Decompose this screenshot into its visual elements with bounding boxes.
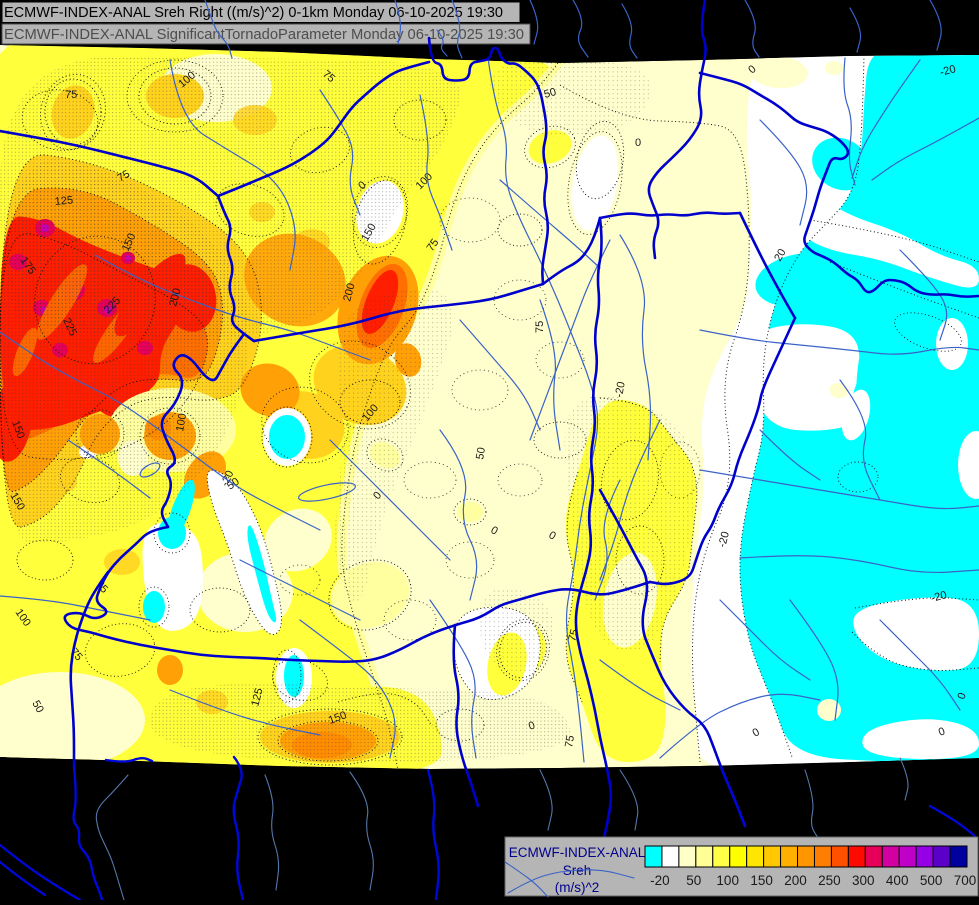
svg-text:125: 125	[54, 194, 73, 208]
svg-text:20: 20	[772, 247, 789, 264]
svg-text:0: 0	[527, 719, 537, 732]
svg-text:-20: -20	[716, 530, 732, 548]
svg-text:ECMWF-INDEX-ANAL Sreh Right ((: ECMWF-INDEX-ANAL Sreh Right ((m/s)^2) 0-…	[4, 4, 503, 21]
svg-text:50: 50	[29, 699, 46, 716]
svg-text:150: 150	[9, 419, 27, 440]
svg-text:75: 75	[425, 237, 442, 254]
svg-text:75: 75	[116, 168, 133, 185]
svg-text:50: 50	[686, 873, 701, 888]
svg-text:-20: -20	[930, 589, 948, 605]
svg-text:100: 100	[174, 412, 189, 432]
svg-text:300: 300	[852, 873, 875, 888]
svg-text:250: 250	[818, 873, 841, 888]
svg-text:75: 75	[65, 89, 77, 101]
svg-text:200: 200	[784, 873, 807, 888]
svg-text:50: 50	[474, 446, 488, 460]
svg-text:150: 150	[327, 709, 348, 727]
svg-text:ECMWF-INDEX-ANAL: ECMWF-INDEX-ANAL	[509, 845, 646, 860]
svg-text:0: 0	[635, 137, 641, 149]
svg-text:700: 700	[954, 873, 977, 888]
svg-text:200: 200	[341, 282, 357, 303]
svg-text:-20: -20	[650, 873, 670, 888]
svg-text:125: 125	[249, 687, 265, 708]
svg-text:500: 500	[920, 873, 943, 888]
svg-text:0: 0	[956, 691, 969, 701]
svg-text:-20: -20	[613, 381, 628, 399]
svg-text:50: 50	[543, 86, 558, 101]
svg-text:0: 0	[547, 529, 558, 542]
svg-text:75: 75	[563, 734, 577, 748]
svg-text:0: 0	[751, 726, 762, 739]
svg-text:0: 0	[937, 725, 947, 738]
svg-text:150: 150	[750, 873, 773, 888]
svg-text:75: 75	[534, 321, 546, 333]
svg-text:100: 100	[716, 873, 739, 888]
svg-text:-20: -20	[939, 63, 957, 79]
svg-text:400: 400	[886, 873, 909, 888]
svg-text:(m/s)^2: (m/s)^2	[555, 880, 600, 895]
svg-text:0: 0	[489, 524, 500, 537]
svg-text:ECMWF-INDEX-ANAL SignificantTo: ECMWF-INDEX-ANAL SignificantTornadoParam…	[4, 26, 524, 43]
